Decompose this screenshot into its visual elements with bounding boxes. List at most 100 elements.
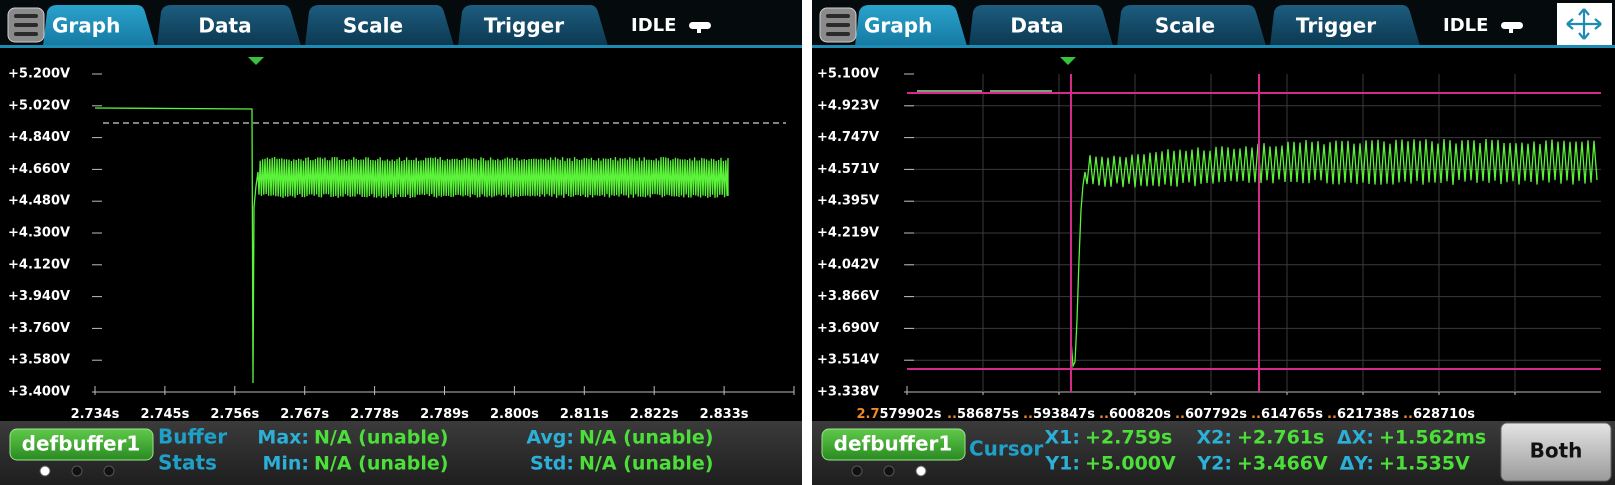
waveform xyxy=(1070,138,1598,369)
x-axis-label-value: 600820s xyxy=(1109,407,1171,422)
x-axis-label: ..628710s xyxy=(1403,407,1475,422)
field-value: N/A (unable) xyxy=(314,427,448,449)
x-axis-label-prefix: .. xyxy=(1403,407,1413,422)
tab[interactable] xyxy=(1117,5,1266,46)
menu-icon-bar xyxy=(14,23,38,27)
status-label: IDLE xyxy=(1443,15,1488,36)
y-axis-label: +4.219V xyxy=(817,226,879,241)
field-value: N/A (unable) xyxy=(579,427,713,449)
tab[interactable] xyxy=(157,5,301,46)
tab-label[interactable]: Graph xyxy=(52,14,120,38)
footer-title: Stats xyxy=(158,451,217,475)
x-axis-label-value: 2.789s xyxy=(420,407,469,422)
tab-label[interactable]: Data xyxy=(198,14,251,38)
footer-title: Buffer xyxy=(158,425,227,449)
x-axis-label: 2.800s xyxy=(490,407,539,422)
mode-button[interactable] xyxy=(1500,422,1612,482)
tab-underline xyxy=(0,45,802,48)
x-axis-label-value: 2.778s xyxy=(350,407,399,422)
x-axis-label-value: 579902s xyxy=(880,407,942,422)
y-axis-label: +4.395V xyxy=(817,194,879,209)
tab[interactable] xyxy=(458,5,608,46)
x-axis-label: 2.778s xyxy=(350,407,399,422)
x-axis-label-prefix: .. xyxy=(1175,407,1185,422)
buffer-button[interactable] xyxy=(9,428,154,461)
tab-label[interactable]: Trigger xyxy=(484,14,564,38)
tab[interactable] xyxy=(43,5,155,46)
x-axis-label: ..614765s xyxy=(1251,407,1323,422)
y-axis-label: +4.042V xyxy=(817,257,879,272)
trigger-marker xyxy=(248,57,264,65)
x-axis-label-prefix: .. xyxy=(1023,407,1033,422)
x-axis-label: ..607792s xyxy=(1175,407,1247,422)
tab-underline xyxy=(812,45,1615,48)
page-dot xyxy=(883,465,895,477)
tab[interactable] xyxy=(855,5,967,46)
field-value: +2.759s xyxy=(1085,427,1172,449)
x-axis-label-value: 2.822s xyxy=(630,407,679,422)
tab-label[interactable]: Trigger xyxy=(1296,14,1376,38)
field-label: X2: xyxy=(1197,427,1232,449)
tab-label[interactable]: Graph xyxy=(864,14,932,38)
x-axis-label: ..593847s xyxy=(1023,407,1095,422)
x-axis-label: 2.789s xyxy=(420,407,469,422)
field-label: X1: xyxy=(1045,427,1080,449)
footer-title: Cursor xyxy=(969,437,1043,461)
y-axis-label: +3.760V xyxy=(8,321,70,336)
tab[interactable] xyxy=(969,5,1113,46)
x-axis-label-value: 2.800s xyxy=(490,407,539,422)
field-value: N/A (unable) xyxy=(314,453,448,475)
buffer-button[interactable] xyxy=(821,428,966,461)
y-axis-label: +4.120V xyxy=(8,257,70,272)
x-axis-label-value: 614765s xyxy=(1261,407,1323,422)
y-axis-label: +3.514V xyxy=(817,353,879,368)
field-value: N/A (unable) xyxy=(579,453,713,475)
status-label: IDLE xyxy=(631,15,676,36)
tab[interactable] xyxy=(305,5,454,46)
tab[interactable] xyxy=(1270,5,1420,46)
y-axis-label: +3.580V xyxy=(8,353,70,368)
instrument-panel: Graph Data Scale Trigger IDLE +5.200V +5.020V +… xyxy=(0,0,802,485)
y-axis-label: +3.690V xyxy=(817,321,879,336)
field-label: Min: xyxy=(262,453,309,475)
tab-label[interactable]: Scale xyxy=(1155,14,1215,38)
y-axis-label: +4.747V xyxy=(817,130,879,145)
tab-label[interactable]: Scale xyxy=(343,14,403,38)
x-axis-label-value: 2.767s xyxy=(280,407,329,422)
menu-icon-bar xyxy=(826,14,850,18)
field-label: Y1: xyxy=(1044,453,1080,475)
y-axis-label: +4.480V xyxy=(8,194,70,209)
field-value: +5.000V xyxy=(1085,453,1176,475)
buffer-label[interactable]: defbuffer1 xyxy=(22,432,141,456)
mode-button-label[interactable]: Both xyxy=(1530,439,1583,463)
buffer-label[interactable]: defbuffer1 xyxy=(834,432,953,456)
menu-icon-bar xyxy=(826,23,850,27)
waveform xyxy=(94,107,729,384)
y-axis-label: +3.866V xyxy=(817,289,879,304)
field-label: Std: xyxy=(530,453,574,475)
x-axis-label: ..586875s xyxy=(947,407,1019,422)
field-label: Y2: xyxy=(1196,453,1232,475)
field-value: +2.761s xyxy=(1237,427,1324,449)
tab-label[interactable]: Data xyxy=(1010,14,1063,38)
status-icon xyxy=(1501,22,1523,29)
x-axis-label-value: 2.745s xyxy=(140,407,189,422)
x-axis-label: 2.745s xyxy=(140,407,189,422)
x-axis-label-prefix: .. xyxy=(947,407,957,422)
y-axis-label: +4.923V xyxy=(817,98,879,113)
trigger-marker xyxy=(1060,57,1076,65)
x-axis-label: 2.822s xyxy=(630,407,679,422)
x-axis-label: ..621738s xyxy=(1327,407,1399,422)
x-axis-label-prefix: .. xyxy=(1251,407,1261,422)
field-value: +1.562ms xyxy=(1379,427,1486,449)
field-label: ΔX: xyxy=(1337,427,1374,449)
field-value: +3.466V xyxy=(1237,453,1328,475)
x-axis-label-prefix: .. xyxy=(1099,407,1109,422)
y-axis-label: +3.940V xyxy=(8,289,70,304)
y-axis-label: +4.840V xyxy=(8,130,70,145)
page-dot xyxy=(851,465,863,477)
x-axis-label: 2.767s xyxy=(280,407,329,422)
panel-background xyxy=(812,0,1615,485)
page-dot xyxy=(915,465,927,477)
x-axis-label: 2.811s xyxy=(560,407,609,422)
